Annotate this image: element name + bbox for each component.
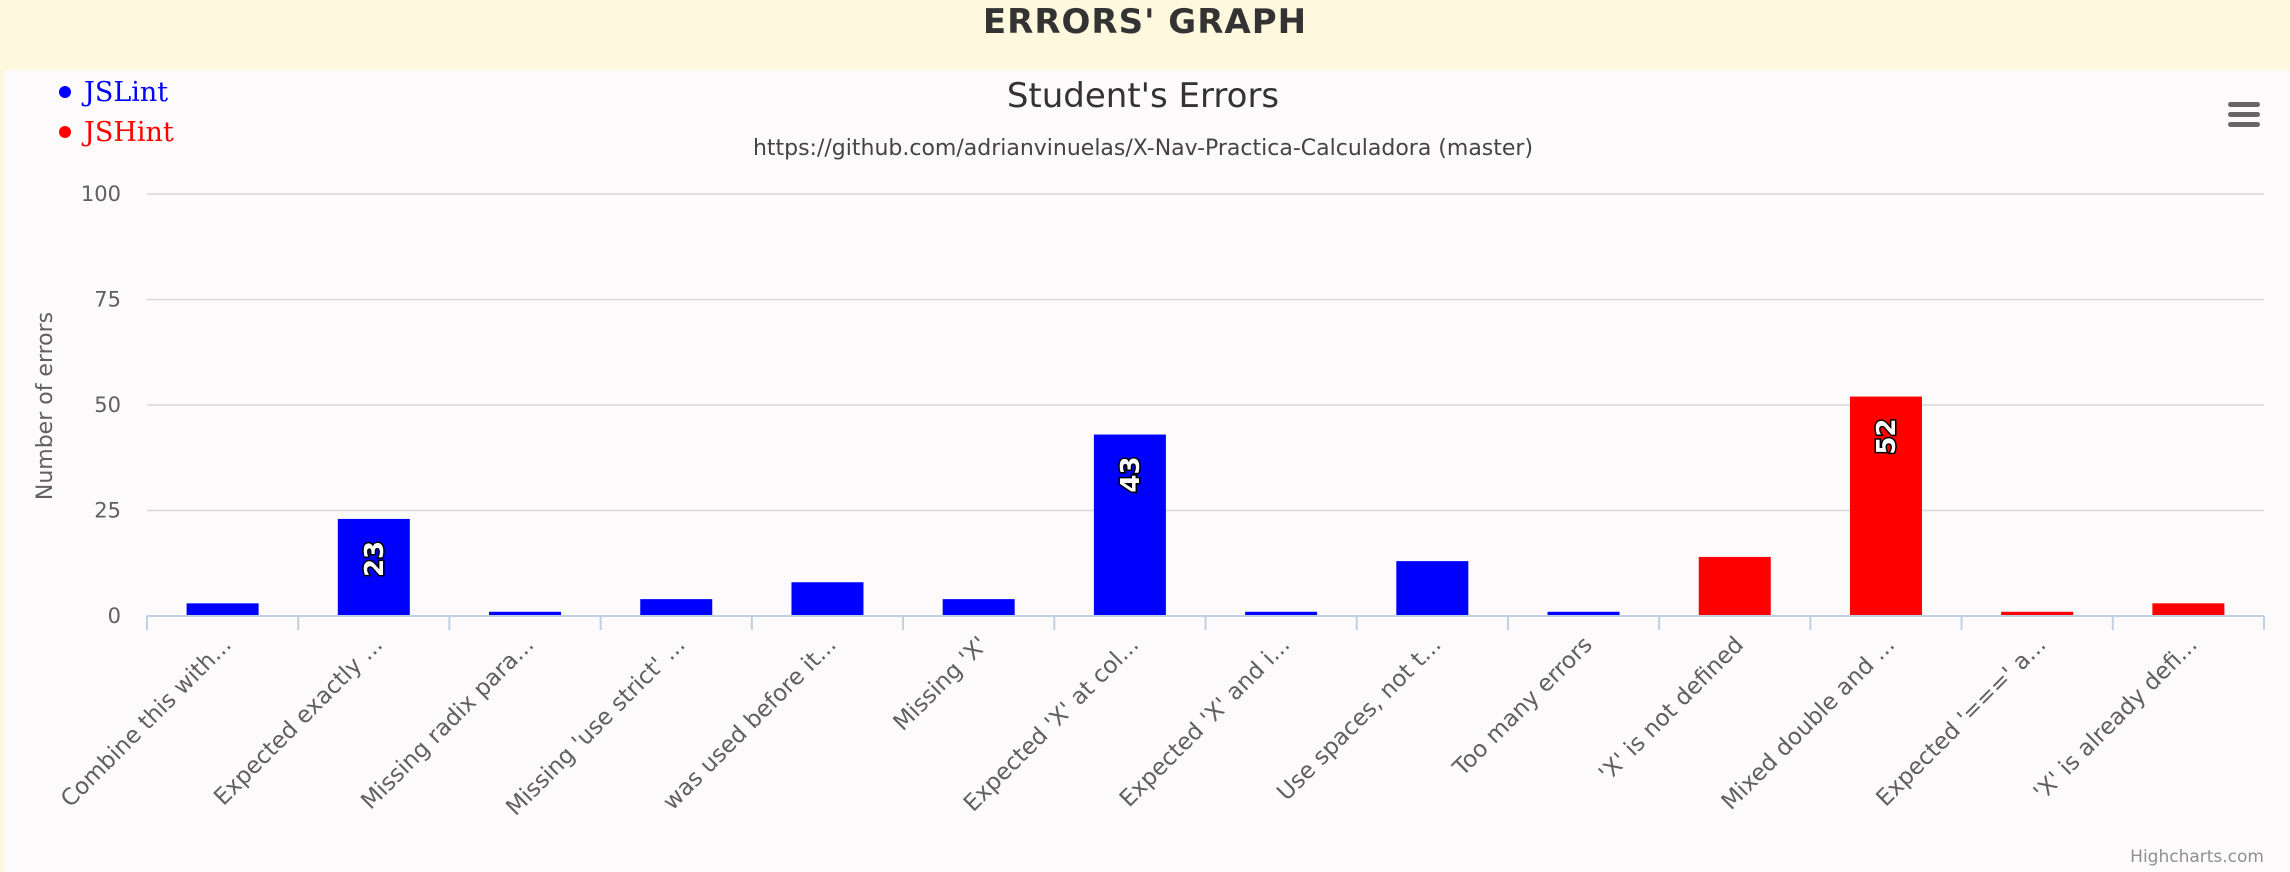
x-category-label: 'X' is already defi... <box>2029 632 2203 806</box>
y-tick-label: 75 <box>94 288 121 312</box>
x-category-label: Expected exactly ... <box>209 632 388 811</box>
bar-jslint <box>1547 611 1620 616</box>
x-category-label: Missing 'X' <box>889 632 993 736</box>
page-title: ERRORS' GRAPH <box>982 2 1308 42</box>
x-category-label: was used before it... <box>658 632 841 815</box>
bar-jslint <box>1093 434 1166 616</box>
x-category-label: 'X' is not defined <box>1594 632 1749 787</box>
chart-panel: Student's Errors https://github.com/adri… <box>4 70 2290 872</box>
bars: 23 43 52 <box>186 396 2225 616</box>
x-category-label: Expected 'X' at col... <box>959 632 1144 817</box>
chart-title: Student's Errors <box>1007 76 1279 116</box>
bar-jslint <box>1245 611 1318 616</box>
bar-jslint <box>942 599 1015 616</box>
hamburger-menu-icon[interactable] <box>2224 98 2264 134</box>
x-category-label: Mixed double and ... <box>1717 632 1900 815</box>
y-tick-label: 0 <box>108 604 121 628</box>
bar-jshint <box>2152 603 2225 616</box>
bar-jslint <box>640 599 713 616</box>
page-header: ERRORS' GRAPH <box>0 0 2290 70</box>
grid-lines: 0 25 50 75 100 <box>81 182 2264 628</box>
errors-bar-chart: Student's Errors https://github.com/adri… <box>33 76 2265 867</box>
legend-item-jslint: JSLint <box>81 77 168 108</box>
chart-subtitle: https://github.com/adrianvinuelas/X-Nav-… <box>753 136 1533 161</box>
legend-marker <box>59 126 71 138</box>
bar-data-label: 43 <box>1116 456 1146 492</box>
y-axis-title: Number of errors <box>33 312 58 500</box>
legend-marker <box>59 86 71 98</box>
credits-link[interactable]: Highcharts.com <box>2130 847 2264 867</box>
bar-jslint <box>791 582 864 616</box>
bar-data-label: 23 <box>360 541 390 577</box>
bar-jshint <box>1849 396 1922 616</box>
legend-item-jshint: JSHint <box>81 117 174 148</box>
bar-jslint <box>337 518 410 616</box>
x-axis: Combine this with...Expected exactly ...… <box>56 615 2265 821</box>
x-category-label: Use spaces, not t... <box>1272 632 1446 806</box>
y-tick-label: 25 <box>94 499 121 523</box>
legend: JSLint JSHint <box>59 77 174 148</box>
bar-jslint <box>1396 561 1469 616</box>
bar-jslint <box>186 603 259 616</box>
bar-jslint <box>489 611 562 616</box>
x-category-label: Too many errors <box>1448 632 1598 782</box>
x-category-label: Missing radix para... <box>356 632 539 815</box>
bar-jshint <box>1698 556 1771 616</box>
y-tick-label: 100 <box>81 182 121 206</box>
y-tick-label: 50 <box>94 393 121 417</box>
x-category-label: Combine this with... <box>56 632 237 813</box>
bar-data-label: 52 <box>1872 418 1902 454</box>
bar-jshint <box>2001 611 2074 616</box>
x-category-label: Expected '===' a... <box>1872 632 2052 812</box>
x-category-label: Expected 'X' and i... <box>1115 632 1295 812</box>
